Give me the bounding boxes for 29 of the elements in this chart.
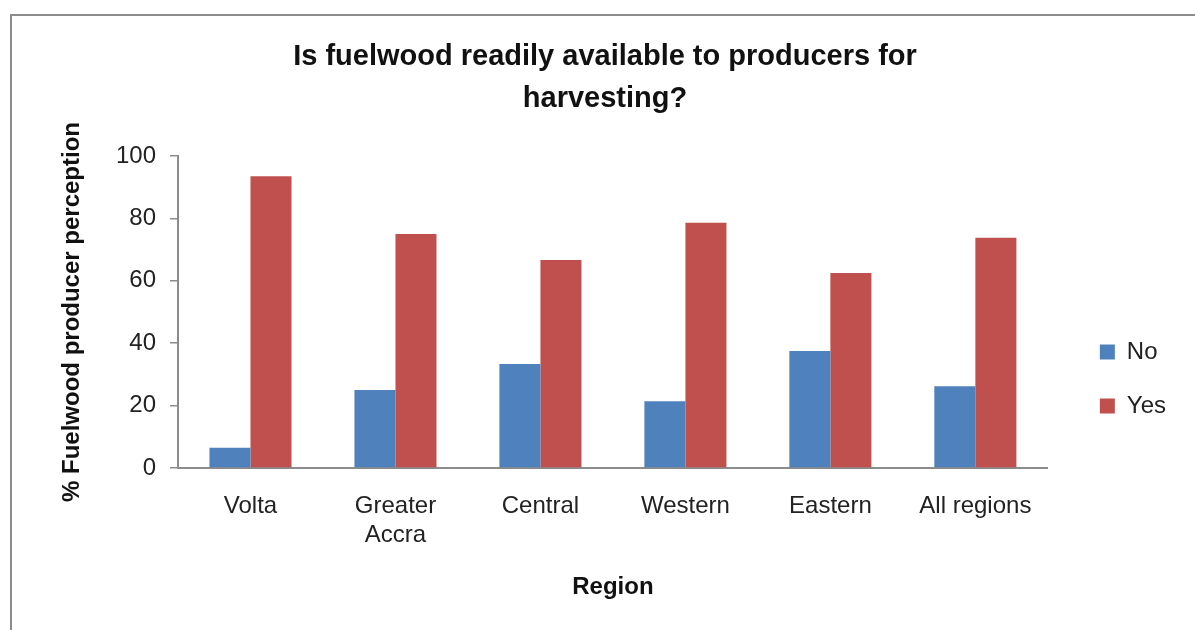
bar [250, 176, 292, 468]
bar [789, 351, 831, 468]
y-tick-label: 20 [129, 390, 156, 418]
y-tick-label: 40 [129, 327, 156, 355]
x-tick-label: Greater Accra [354, 491, 437, 547]
y-tick-label: 100 [115, 140, 156, 168]
chart-title: Is fuelwood readily available to producers for harvesting? [292, 38, 918, 115]
y-tick-label: 60 [129, 265, 156, 293]
x-tick-label: Central [501, 491, 580, 519]
legend-label: No [1126, 336, 1158, 364]
legend-label: Yes [1126, 390, 1166, 418]
x-axis-title: Region [572, 572, 654, 600]
x-tick-label: Western [640, 491, 730, 519]
x-tick-label: Volta [223, 491, 278, 519]
y-tick-label: 0 [142, 452, 156, 480]
bar [975, 237, 1017, 468]
bar [354, 390, 396, 468]
y-tick-label: 80 [129, 203, 156, 231]
bar [934, 386, 976, 468]
x-tick-label: Eastern [789, 491, 872, 519]
bar [395, 234, 437, 468]
bar [499, 364, 541, 468]
y-axis-title: % Fuelwood producer perception [57, 121, 85, 503]
bar [209, 447, 251, 468]
bar [830, 273, 872, 468]
bar [644, 401, 686, 468]
bar [540, 259, 582, 468]
x-tick-label: All regions [919, 491, 1032, 519]
bar [685, 222, 727, 468]
